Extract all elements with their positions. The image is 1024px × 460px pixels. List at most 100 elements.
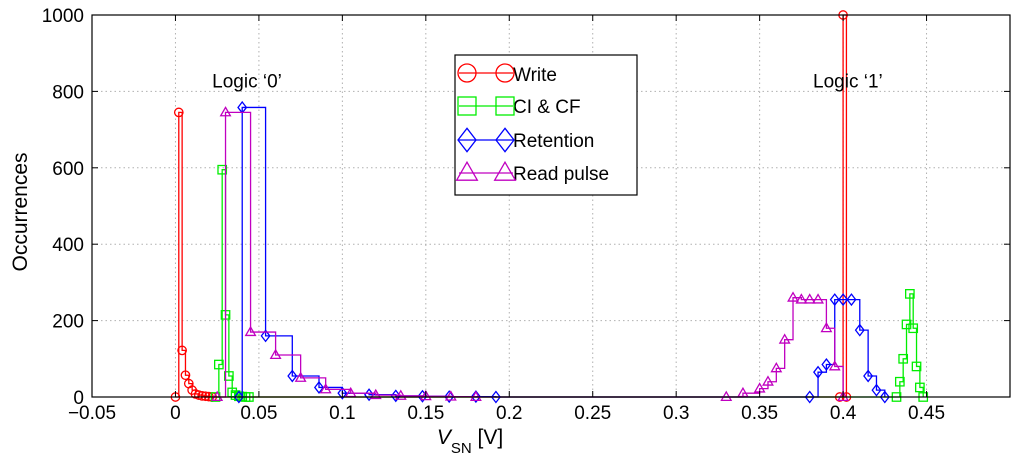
y-tick-label: 400 — [52, 235, 84, 256]
legend-marker — [457, 127, 477, 153]
legend-marker — [495, 96, 515, 116]
legend-label-write: Write — [513, 65, 557, 86]
data-point-retention — [821, 358, 832, 372]
data-point-read-pulse — [770, 362, 783, 373]
data-point-ci-cf — [915, 382, 925, 393]
legend: Write CI & CF Retention Read pulse — [454, 54, 638, 196]
data-point-read-pulse — [319, 383, 332, 394]
data-point-retention — [233, 390, 244, 404]
data-point-read-pulse — [820, 321, 833, 333]
data-point-retention — [287, 369, 298, 383]
x-tick-label: 0.2 — [496, 403, 522, 424]
data-point-read-pulse — [762, 375, 774, 386]
data-point-ci-cf — [214, 359, 224, 370]
y-tick-label: 0 — [73, 388, 84, 409]
data-point-retention — [490, 390, 501, 404]
x-tick-label: 0 — [170, 403, 181, 424]
data-point-ci-cf — [217, 164, 228, 175]
data-point-retention — [838, 293, 849, 307]
x-tick-label: 0.45 — [908, 403, 945, 424]
x-tick-label: 0.25 — [574, 403, 611, 424]
data-point-ci-cf — [894, 376, 905, 387]
data-point-ci-cf — [898, 353, 909, 364]
series-line-ci-cf — [215, 169, 924, 398]
legend-entry-read-pulse: Read pulse — [455, 160, 609, 185]
legend-label-ci-cf: CI & CF — [513, 97, 581, 118]
data-point-read-pulse — [720, 390, 733, 402]
data-point-read-pulse — [812, 293, 825, 304]
data-point-retention — [854, 323, 865, 337]
x-tick-label: 0.15 — [407, 403, 444, 424]
data-point-retention — [813, 365, 824, 379]
data-point-retention — [879, 390, 890, 404]
x-axis-label-unit: [V] — [472, 426, 504, 449]
legend-marker — [493, 160, 517, 181]
data-point-read-pulse — [294, 371, 307, 382]
data-point-retention — [804, 390, 815, 404]
data-point-read-pulse — [469, 390, 482, 402]
x-tick-label: 0.4 — [830, 403, 857, 424]
legend-marker — [495, 127, 515, 153]
data-point-read-pulse — [828, 360, 841, 371]
y-tick-label: 800 — [52, 82, 84, 103]
legend-marker — [495, 63, 515, 83]
x-tick-label: −0.05 — [68, 403, 116, 424]
data-point-read-pulse — [795, 293, 808, 304]
data-point-ci-cf — [905, 289, 915, 299]
data-point-ci-cf — [908, 323, 919, 334]
data-point-write — [177, 345, 187, 356]
data-point-retention — [417, 389, 428, 403]
x-axis-label-sub: SN — [451, 440, 472, 457]
grid-lines — [92, 15, 1010, 397]
series-ci-cf — [210, 164, 929, 402]
data-point-retention — [337, 386, 348, 400]
data-point-read-pulse — [369, 388, 382, 400]
data-point-read-pulse — [837, 390, 850, 402]
data-point-read-pulse — [211, 390, 224, 402]
data-point-ci-cf — [230, 390, 241, 400]
data-point-retention — [260, 329, 271, 343]
data-point-retention — [313, 380, 325, 394]
x-tick-label: 0.1 — [329, 403, 355, 424]
legend-label-retention: Retention — [513, 131, 594, 152]
data-point-ci-cf — [224, 371, 234, 381]
data-point-write — [180, 370, 191, 381]
data-point-retention — [863, 369, 874, 383]
legend-marker — [457, 96, 477, 116]
legend-entry-ci-cf: CI & CF — [457, 96, 581, 118]
legend-marker — [455, 160, 479, 181]
data-point-read-pulse — [778, 333, 791, 344]
legend-label-read-pulse: Read pulse — [513, 164, 609, 185]
data-point-read-pulse — [219, 106, 232, 117]
y-tick-label: 200 — [52, 312, 84, 333]
y-tick-label: 600 — [52, 159, 84, 180]
data-point-read-pulse — [444, 390, 457, 401]
x-axis-label-main: V — [437, 426, 453, 449]
data-point-retention — [846, 293, 857, 307]
data-point-read-pulse — [394, 389, 407, 400]
plot-frame — [91, 14, 1011, 398]
y-tick-label: 1000 — [42, 6, 84, 27]
data-point-write — [173, 107, 184, 118]
data-point-read-pulse — [419, 389, 432, 401]
data-point-retention — [871, 383, 882, 397]
data-point-read-pulse — [803, 293, 816, 304]
data-point-ci-cf — [911, 361, 922, 372]
data-point-retention — [470, 390, 481, 404]
legend-marker — [457, 63, 477, 83]
axis-ticks: −0.05 0 0.05 0.1 0.15 0.2 0.25 0.3 0.35 0.4 0.4502… — [42, 6, 1010, 424]
annotation-logic-1: Logic ‘1’ — [813, 72, 883, 93]
legend-entry-write: Write — [457, 63, 557, 86]
legend-box — [454, 54, 638, 196]
data-point-write — [200, 391, 211, 402]
x-tick-label: 0.35 — [741, 403, 778, 424]
x-axis-label: VSN [V] — [437, 426, 503, 457]
x-tick-label: 0.05 — [240, 403, 277, 424]
annotation-logic-0: Logic ‘0’ — [212, 72, 282, 93]
data-point-retention — [829, 293, 840, 307]
x-tick-label: 0.3 — [663, 403, 689, 424]
y-axis-label: Occurrences — [9, 152, 32, 271]
data-point-write — [197, 391, 208, 401]
data-point-read-pulse — [244, 325, 257, 337]
